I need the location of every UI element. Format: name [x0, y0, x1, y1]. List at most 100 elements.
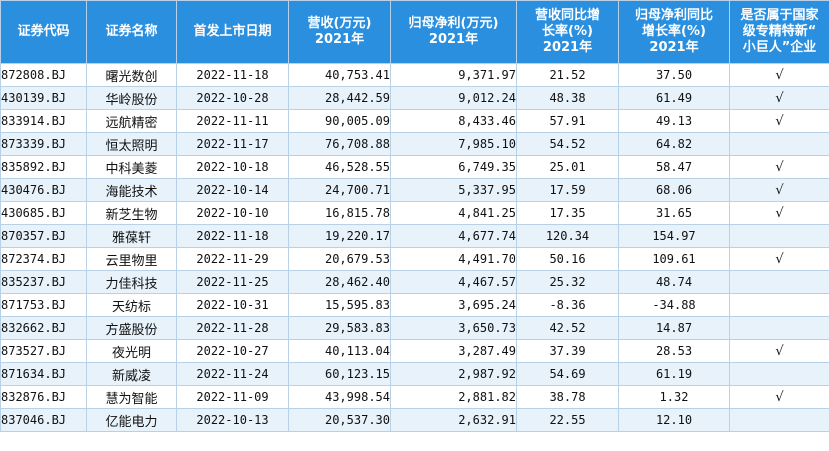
- cell-code: 430476.BJ: [0, 178, 87, 202]
- cell-revenue: 28,442.59: [288, 86, 391, 110]
- cell-little-giant: √: [729, 63, 829, 87]
- cell-profit-growth: 61.49: [618, 86, 730, 110]
- cell-list-date: 2022-11-18: [176, 63, 289, 87]
- table-row: 832876.BJ 慧为智能 2022-11-09 43,998.54 2,881.82…: [0, 385, 829, 409]
- cell-profit-growth: -34.88: [618, 293, 730, 317]
- cell-profit: 5,337.95: [390, 178, 517, 202]
- cell-revenue: 19,220.17: [288, 224, 391, 248]
- cell-revenue-growth: 57.91: [516, 109, 619, 133]
- cell-revenue-growth: 42.52: [516, 316, 619, 340]
- cell-revenue: 40,753.41: [288, 63, 391, 87]
- cell-name: 恒太照明: [86, 132, 177, 156]
- cell-little-giant: √: [729, 339, 829, 363]
- table-row: 871634.BJ 新威凌 2022-11-24 60,123.15 2,987.92 5…: [0, 362, 829, 386]
- cell-profit: 4,467.57: [390, 270, 517, 294]
- cell-code: 833914.BJ: [0, 109, 87, 133]
- cell-revenue: 90,005.09: [288, 109, 391, 133]
- cell-revenue: 24,700.71: [288, 178, 391, 202]
- header-name: 证券名称: [86, 0, 177, 64]
- cell-profit: 7,985.10: [390, 132, 517, 156]
- cell-profit-growth: 28.53: [618, 339, 730, 363]
- header-little-giant: 是否属于国家 级专精特新“ 小巨人”企业: [729, 0, 829, 64]
- cell-little-giant: √: [729, 155, 829, 179]
- cell-list-date: 2022-11-09: [176, 385, 289, 409]
- header-code: 证券代码: [0, 0, 87, 64]
- cell-revenue: 46,528.55: [288, 155, 391, 179]
- cell-revenue-growth: 22.55: [516, 408, 619, 432]
- cell-name: 方盛股份: [86, 316, 177, 340]
- cell-code: 832662.BJ: [0, 316, 87, 340]
- cell-revenue: 40,113.04: [288, 339, 391, 363]
- cell-revenue-growth: 25.01: [516, 155, 619, 179]
- cell-name: 力佳科技: [86, 270, 177, 294]
- cell-list-date: 2022-11-24: [176, 362, 289, 386]
- cell-little-giant: √: [729, 109, 829, 133]
- cell-profit-growth: 12.10: [618, 408, 730, 432]
- cell-little-giant: [729, 270, 829, 294]
- cell-name: 曙光数创: [86, 63, 177, 87]
- cell-profit-growth: 58.47: [618, 155, 730, 179]
- table-row: 835892.BJ 中科美菱 2022-10-18 46,528.55 6,749.35…: [0, 155, 829, 179]
- cell-profit: 6,749.35: [390, 155, 517, 179]
- cell-little-giant: √: [729, 86, 829, 110]
- cell-revenue: 16,815.78: [288, 201, 391, 225]
- cell-profit: 4,491.70: [390, 247, 517, 271]
- cell-little-giant: √: [729, 247, 829, 271]
- cell-name: 雅葆轩: [86, 224, 177, 248]
- cell-profit: 3,287.49: [390, 339, 517, 363]
- cell-little-giant: √: [729, 178, 829, 202]
- table-row: 430685.BJ 新芝生物 2022-10-10 16,815.78 4,841.25…: [0, 201, 829, 225]
- cell-name: 中科美菱: [86, 155, 177, 179]
- cell-profit: 9,371.97: [390, 63, 517, 87]
- cell-code: 872808.BJ: [0, 63, 87, 87]
- cell-code: 837046.BJ: [0, 408, 87, 432]
- cell-profit-growth: 68.06: [618, 178, 730, 202]
- cell-name: 海能技术: [86, 178, 177, 202]
- cell-revenue: 28,462.40: [288, 270, 391, 294]
- cell-profit-growth: 14.87: [618, 316, 730, 340]
- cell-revenue-growth: 38.78: [516, 385, 619, 409]
- cell-little-giant: [729, 316, 829, 340]
- table-row: 837046.BJ 亿能电力 2022-10-13 20,537.30 2,632.91…: [0, 408, 829, 432]
- cell-little-giant: [729, 224, 829, 248]
- cell-code: 872374.BJ: [0, 247, 87, 271]
- cell-code: 835892.BJ: [0, 155, 87, 179]
- cell-code: 832876.BJ: [0, 385, 87, 409]
- table-row: 870357.BJ 雅葆轩 2022-11-18 19,220.17 4,677.74 1…: [0, 224, 829, 248]
- cell-code: 430685.BJ: [0, 201, 87, 225]
- cell-revenue-growth: 17.59: [516, 178, 619, 202]
- header-revenue-growth: 营收同比增 长率(%) 2021年: [516, 0, 619, 64]
- cell-revenue: 20,537.30: [288, 408, 391, 432]
- cell-profit: 3,695.24: [390, 293, 517, 317]
- cell-name: 慧为智能: [86, 385, 177, 409]
- cell-code: 870357.BJ: [0, 224, 87, 248]
- cell-revenue-growth: 50.16: [516, 247, 619, 271]
- cell-profit-growth: 31.65: [618, 201, 730, 225]
- cell-list-date: 2022-11-28: [176, 316, 289, 340]
- cell-revenue: 60,123.15: [288, 362, 391, 386]
- header-list-date: 首发上市日期: [176, 0, 289, 64]
- cell-name: 夜光明: [86, 339, 177, 363]
- cell-revenue: 76,708.88: [288, 132, 391, 156]
- cell-list-date: 2022-11-17: [176, 132, 289, 156]
- cell-profit: 2,987.92: [390, 362, 517, 386]
- cell-revenue-growth: 120.34: [516, 224, 619, 248]
- cell-revenue-growth: 54.69: [516, 362, 619, 386]
- cell-little-giant: [729, 132, 829, 156]
- table-row: 872374.BJ 云里物里 2022-11-29 20,679.53 4,491.70…: [0, 247, 829, 271]
- cell-list-date: 2022-10-14: [176, 178, 289, 202]
- cell-revenue: 29,583.83: [288, 316, 391, 340]
- cell-revenue-growth: -8.36: [516, 293, 619, 317]
- cell-revenue-growth: 17.35: [516, 201, 619, 225]
- cell-profit-growth: 49.13: [618, 109, 730, 133]
- cell-list-date: 2022-10-31: [176, 293, 289, 317]
- cell-profit: 4,677.74: [390, 224, 517, 248]
- cell-name: 新威凌: [86, 362, 177, 386]
- cell-revenue: 43,998.54: [288, 385, 391, 409]
- header-revenue: 营收(万元) 2021年: [288, 0, 391, 64]
- cell-revenue: 20,679.53: [288, 247, 391, 271]
- cell-name: 新芝生物: [86, 201, 177, 225]
- cell-profit: 2,881.82: [390, 385, 517, 409]
- cell-list-date: 2022-10-28: [176, 86, 289, 110]
- cell-revenue-growth: 37.39: [516, 339, 619, 363]
